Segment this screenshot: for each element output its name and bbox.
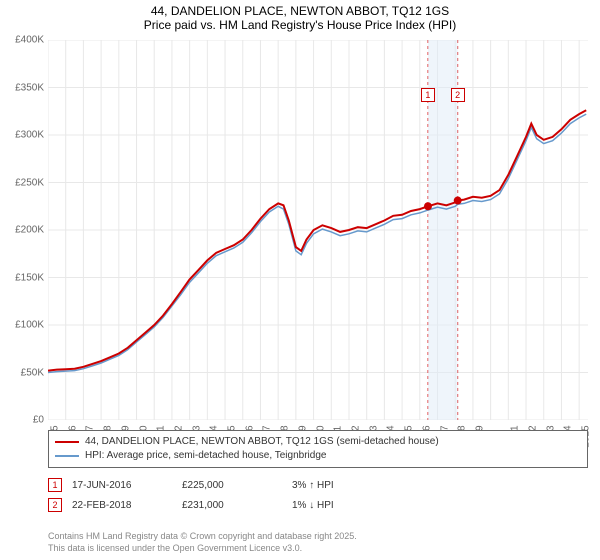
annotation-row: 1 17-JUN-2016 £225,000 3% ↑ HPI	[48, 475, 588, 495]
footer: Contains HM Land Registry data © Crown c…	[48, 530, 357, 554]
annotation-price: £225,000	[182, 480, 292, 491]
legend-swatch	[55, 441, 79, 443]
y-axis-label: £250K	[15, 177, 44, 188]
chart-area: £0£50K£100K£150K£200K£250K£300K£350K£400…	[48, 40, 588, 420]
marker-badge: 1	[48, 478, 62, 492]
annotation-date: 17-JUN-2016	[72, 480, 182, 491]
annotation-delta: 1% ↓ HPI	[292, 500, 402, 511]
y-axis-label: £200K	[15, 225, 44, 236]
title-line-1: 44, DANDELION PLACE, NEWTON ABBOT, TQ12 …	[0, 4, 600, 18]
legend-swatch	[55, 455, 79, 457]
chart-container: 44, DANDELION PLACE, NEWTON ABBOT, TQ12 …	[0, 0, 600, 560]
title-block: 44, DANDELION PLACE, NEWTON ABBOT, TQ12 …	[0, 0, 600, 34]
annotation-date: 22-FEB-2018	[72, 500, 182, 511]
y-axis-label: £400K	[15, 35, 44, 46]
footer-line-1: Contains HM Land Registry data © Crown c…	[48, 530, 357, 542]
legend-label: 44, DANDELION PLACE, NEWTON ABBOT, TQ12 …	[85, 435, 439, 449]
annotation-price: £231,000	[182, 500, 292, 511]
y-axis-label: £100K	[15, 320, 44, 331]
marker-badge: 2	[48, 498, 62, 512]
chart-marker-badge: 1	[421, 88, 435, 102]
legend-item: 44, DANDELION PLACE, NEWTON ABBOT, TQ12 …	[55, 435, 581, 449]
annotation-row: 2 22-FEB-2018 £231,000 1% ↓ HPI	[48, 495, 588, 515]
y-axis-label: £150K	[15, 272, 44, 283]
y-axis-label: £350K	[15, 82, 44, 93]
y-axis-label: £0	[33, 415, 44, 426]
footer-line-2: This data is licensed under the Open Gov…	[48, 542, 357, 554]
y-axis-label: £50K	[21, 367, 44, 378]
title-line-2: Price paid vs. HM Land Registry's House …	[0, 18, 600, 32]
legend: 44, DANDELION PLACE, NEWTON ABBOT, TQ12 …	[48, 430, 588, 468]
annotation-delta: 3% ↑ HPI	[292, 480, 402, 491]
line-chart	[48, 40, 588, 420]
y-axis-label: £300K	[15, 130, 44, 141]
annotation-table: 1 17-JUN-2016 £225,000 3% ↑ HPI 2 22-FEB…	[48, 475, 588, 515]
chart-marker-badge: 2	[451, 88, 465, 102]
legend-label: HPI: Average price, semi-detached house,…	[85, 449, 326, 463]
legend-item: HPI: Average price, semi-detached house,…	[55, 449, 581, 463]
